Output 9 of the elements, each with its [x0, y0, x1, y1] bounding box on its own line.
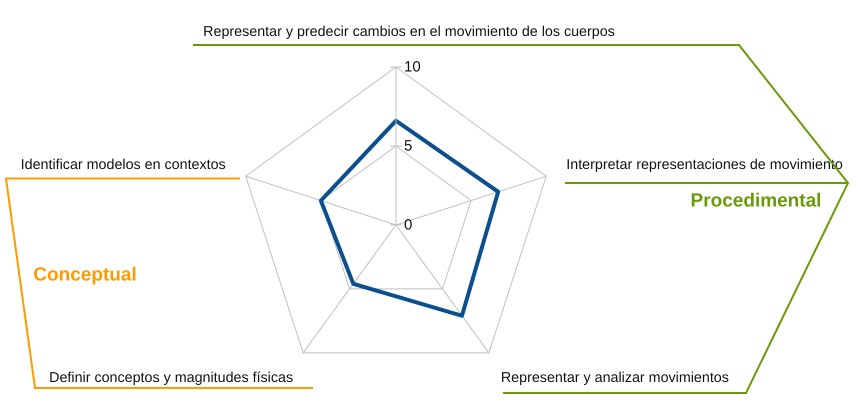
spoke-label: Representar y predecir cambios en el movimiento de los cuerpos	[203, 24, 615, 40]
spoke-label: Definir conceptos y magnitudes físicas	[49, 370, 294, 386]
y-tick-label: 0	[404, 216, 412, 234]
y-tick-label: 5	[404, 138, 412, 154]
spoke-label: Representar y analizar movimientos	[500, 370, 729, 386]
spoke-label: Identificar modelos en contextos	[20, 157, 226, 174]
y-tick-label: 10	[404, 58, 421, 76]
text: Conceptual	[33, 264, 137, 286]
text: Procedimental	[690, 190, 822, 212]
